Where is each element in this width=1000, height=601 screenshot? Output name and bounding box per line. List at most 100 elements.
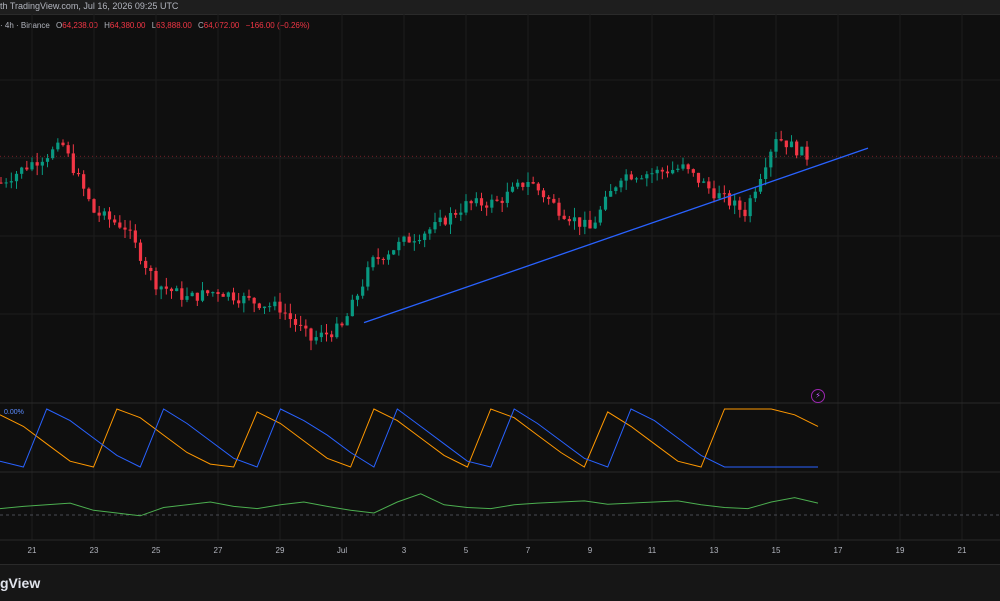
candle-body <box>428 229 432 234</box>
candle-body <box>335 323 339 338</box>
candle-body <box>593 222 597 229</box>
candle-body <box>200 290 205 301</box>
candle-body <box>102 211 106 216</box>
candle-body <box>417 239 422 242</box>
candle-body <box>87 188 91 200</box>
change-value: −166.00 (−0.26%) <box>245 21 310 30</box>
top-caption-bar: th TradingView.com, Jul 16, 2026 09:25 U… <box>0 0 1000 15</box>
candle-body <box>144 260 148 268</box>
candle-body <box>30 162 34 170</box>
candle-body <box>795 141 799 156</box>
candle-body <box>381 258 385 260</box>
low-label: L <box>151 21 157 30</box>
candle-body <box>676 168 680 170</box>
lightning-icon[interactable]: ⚡ <box>811 389 825 403</box>
candle-body <box>769 151 773 168</box>
candle-body <box>800 146 804 156</box>
candle-body <box>464 201 468 213</box>
candle-body <box>779 139 783 141</box>
candle-body <box>345 316 349 326</box>
candle-body <box>686 164 690 170</box>
candle-body <box>226 292 230 297</box>
indicator-value-label: 0.00% <box>4 409 24 416</box>
candle-body <box>743 209 747 217</box>
candle-body <box>712 188 716 199</box>
candle-body <box>459 212 463 215</box>
candle-body <box>376 257 380 259</box>
footer-bar: gView <box>0 564 1000 601</box>
x-tick-label: 3 <box>401 546 407 555</box>
trendline-layer[interactable] <box>363 147 869 324</box>
candle-body <box>242 295 246 304</box>
aroon-up-line <box>0 408 819 468</box>
candle-body <box>774 139 778 152</box>
x-tick-label: 27 <box>213 546 223 555</box>
aroon-down-line <box>0 408 818 468</box>
candle-body <box>154 270 158 290</box>
aroon-pane <box>0 408 819 468</box>
candle-body <box>490 199 494 208</box>
candle-body <box>531 181 535 184</box>
candle-body <box>113 219 117 223</box>
candle-body <box>702 181 706 183</box>
candle-body <box>309 328 313 341</box>
candle-body <box>355 295 360 300</box>
candle-body <box>526 181 530 187</box>
candle-body <box>691 169 695 173</box>
candle-body <box>237 300 241 304</box>
candle-body <box>552 198 556 203</box>
candle-body <box>262 306 267 309</box>
candle-body <box>330 334 334 338</box>
price-chart[interactable] <box>0 0 1000 560</box>
candle-body <box>578 217 582 227</box>
candle-body <box>634 178 639 180</box>
candle-body <box>66 145 70 154</box>
candle-body <box>40 161 44 166</box>
candle-body <box>805 146 809 160</box>
candle-body <box>9 181 13 183</box>
candle-body <box>443 217 447 225</box>
candle-body <box>76 172 81 175</box>
candle-body <box>660 169 664 172</box>
candle-body <box>0 182 3 184</box>
candle-body <box>35 162 39 166</box>
low-value: 63,888.00 <box>156 21 192 30</box>
oscillator-line <box>0 493 819 517</box>
candle-body <box>386 254 391 260</box>
candle-body <box>454 212 458 215</box>
candle-body <box>195 292 199 301</box>
x-tick-label: 17 <box>833 546 843 555</box>
candle-body <box>655 169 659 174</box>
candle-body <box>164 286 168 289</box>
candle-body <box>645 174 649 179</box>
candle-body <box>748 198 752 217</box>
x-tick-label: 21 <box>27 546 37 555</box>
oscillator-pane <box>0 493 1000 517</box>
brand-logo-text: gView <box>0 575 41 591</box>
x-tick-label: 9 <box>587 546 593 555</box>
candle-body <box>614 187 618 191</box>
candle-body <box>505 191 509 203</box>
candle-body <box>598 209 602 223</box>
close-label: C <box>198 21 204 30</box>
close-value: 64,072.00 <box>203 21 240 30</box>
x-tick-label: 29 <box>275 546 285 555</box>
candle-body <box>671 169 675 174</box>
candle-body <box>402 236 406 242</box>
candle-body <box>14 173 19 182</box>
candle-body <box>510 186 515 192</box>
candle-body <box>283 312 287 314</box>
candle-body <box>407 236 411 243</box>
candle-body <box>128 229 132 231</box>
candle-body <box>299 324 303 326</box>
candle-body <box>118 222 122 228</box>
candle-body <box>278 301 282 313</box>
candle-body <box>557 202 561 216</box>
candle-body <box>268 306 272 308</box>
candle-body <box>583 219 587 227</box>
candle-body <box>438 217 442 223</box>
candle-body <box>314 337 318 341</box>
candle-body <box>92 199 96 213</box>
trendline <box>363 147 869 324</box>
candle-body <box>764 167 768 180</box>
